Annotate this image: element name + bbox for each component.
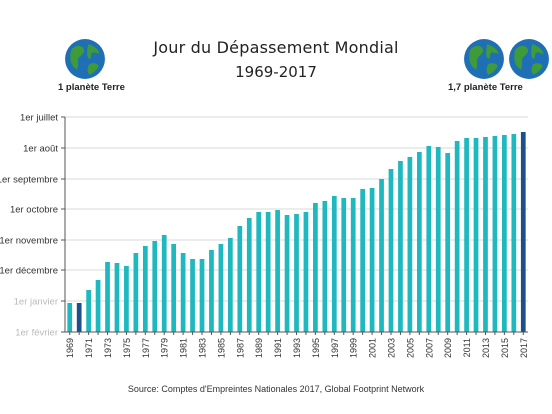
earth-icon-land [70,44,100,75]
bar [407,157,413,332]
x-tick-label: 1999 [349,338,359,358]
y-tick-label: 1er décembre [0,266,58,277]
bar [454,141,460,332]
earth-icon [509,39,549,79]
bar [265,212,271,332]
bar [161,235,167,332]
earth-icon [464,39,504,79]
bar [511,134,517,332]
x-tick-label: 2001 [368,338,378,358]
bar [256,212,262,332]
bar [379,179,384,332]
bar [218,244,224,332]
bar [209,250,214,332]
y-tick-label: 1er novembre [0,236,58,247]
bar [483,137,488,332]
x-tick-label: 1987 [235,338,245,358]
bar [86,290,91,332]
planet-label-right: 1,7 planète Terre [448,82,523,93]
bar [171,244,177,332]
y-tick-label: 1er juillet [20,113,58,124]
bar [303,212,309,332]
bar [237,226,243,332]
x-tick-label: 1971 [84,338,94,358]
x-tick-label: 1979 [160,338,170,358]
x-tick-label: 1981 [179,338,189,358]
bar [341,198,347,332]
bar [492,136,498,332]
bar [313,203,318,332]
bar [142,246,148,332]
bar [67,303,73,332]
bar [227,238,233,332]
x-tick-label: 2015 [500,338,510,358]
x-tick-label: 1989 [254,338,264,358]
x-tick-label: 2009 [443,338,453,358]
bar [398,161,403,332]
x-tick-label: 1995 [311,338,321,358]
x-tick-label: 1977 [141,338,151,358]
bar [275,210,280,332]
bar [190,259,195,332]
bar [520,132,526,332]
chart-title: Jour du Dépassement Mondial [153,38,399,57]
planet-label-left: 1 planète Terre [58,82,125,93]
source-note: Source: Comptes d'Empreintes Nationales … [127,384,425,394]
y-tick-label: 1er janvier [14,297,58,308]
bar [435,147,441,332]
bar [124,266,129,332]
bar [105,262,110,332]
bar [360,189,366,332]
bar [133,253,139,332]
bar [152,241,158,332]
bar [199,259,205,332]
earth-icon [65,39,105,79]
bar [180,253,186,332]
x-tick-label: 1991 [273,338,283,358]
bar [350,198,356,332]
bar [114,263,120,332]
y-tick-label: 1er octobre [10,205,58,216]
bar [331,196,337,332]
x-tick-label: 1997 [330,338,340,358]
x-tick-label: 2017 [519,338,529,358]
bar [95,280,101,332]
bar [369,188,375,332]
bar [473,138,479,332]
y-tick-label: 1er février [15,328,58,339]
bar [445,153,451,332]
bar [502,135,507,332]
bar [426,146,432,332]
earth-icon-land [514,44,544,75]
y-tick-label: 1er septembre [0,175,58,186]
bar [246,218,252,332]
x-tick-label: 1973 [103,338,113,358]
bar [76,303,82,332]
x-tick-label: 2005 [405,338,415,358]
x-tick-label: 1985 [216,338,226,358]
x-tick-label: 2013 [481,338,491,358]
chart-subtitle: 1969-2017 [235,63,317,81]
bar [416,152,422,332]
x-tick-label: 1969 [65,338,75,358]
x-tick-label: 1983 [198,338,208,358]
x-tick-label: 1975 [122,338,132,358]
x-tick-label: 1993 [292,338,302,358]
earth-icon-land [469,44,499,75]
x-tick-label: 2003 [386,338,396,358]
bar [322,201,328,332]
bar [294,214,299,332]
bar [284,215,290,332]
x-tick-label: 2007 [424,338,434,358]
y-tick-label: 1er août [23,144,58,155]
bar [464,138,469,332]
bar [388,169,394,332]
x-tick-label: 2011 [462,338,472,357]
